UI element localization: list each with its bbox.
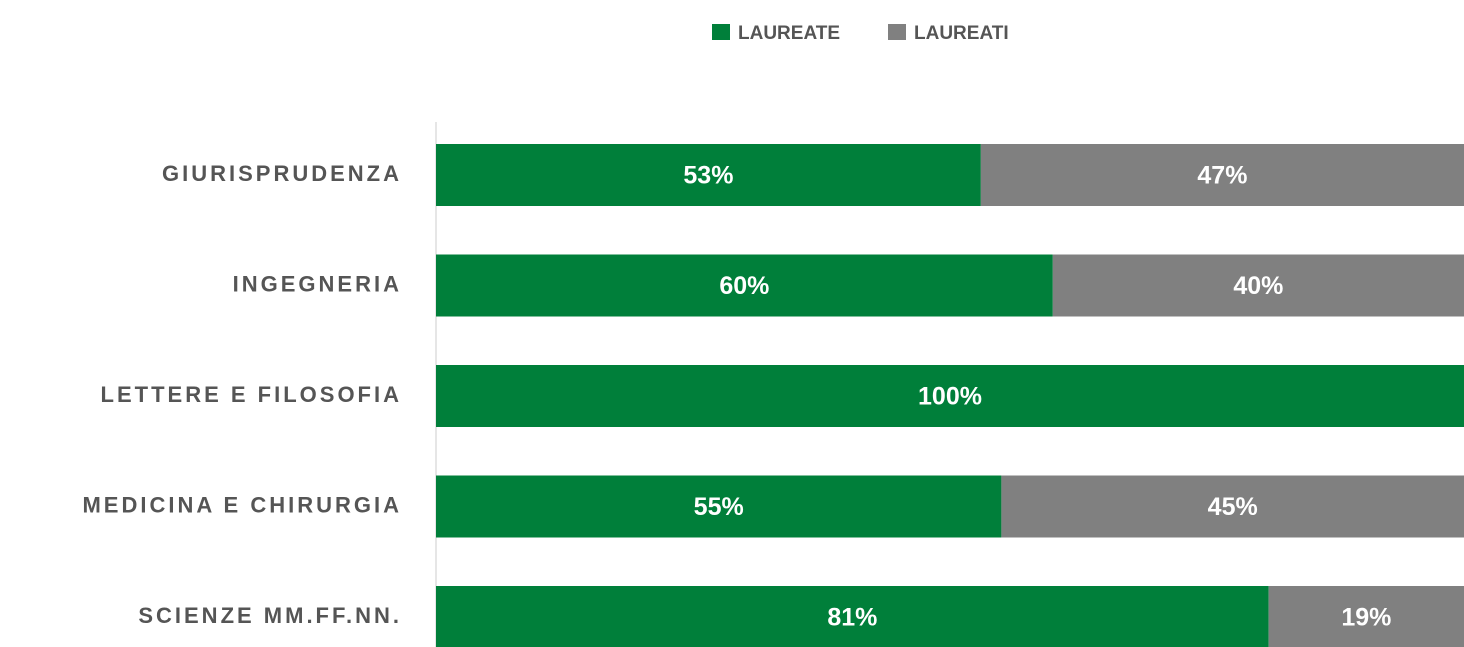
value-label: 100% [918,383,982,411]
bar-segment [1001,475,1464,538]
bar-segment [436,254,1053,317]
bar-segment [1052,254,1464,317]
value-label: 55% [694,493,744,521]
bar-segment [1268,586,1464,647]
category-label: LETTERE E FILOSOFIA [101,382,402,407]
value-label: 45% [1208,493,1258,521]
legend-label: LAUREATI [914,23,1009,44]
category-label: MEDICINA E CHIRURGIA [82,492,402,517]
legend-swatch [712,24,730,40]
category-label: INGEGNERIA [233,271,402,296]
legend-label: LAUREATE [738,23,840,44]
value-label: 47% [1197,162,1247,190]
value-label: 81% [827,604,877,632]
category-label: GIURISPRUDENZA [162,161,402,186]
value-label: 53% [683,162,733,190]
bar-segment [436,365,1464,427]
value-label: 60% [719,272,769,300]
bar-segment [436,586,1269,647]
bar-segment [436,144,981,206]
bar-segment [436,475,1002,538]
legend-swatch [888,24,906,40]
category-label: SCIENZE MM.FF.NN. [138,603,402,628]
value-label: 19% [1341,604,1391,632]
value-label: 40% [1233,272,1283,300]
bar-segment [980,144,1464,206]
